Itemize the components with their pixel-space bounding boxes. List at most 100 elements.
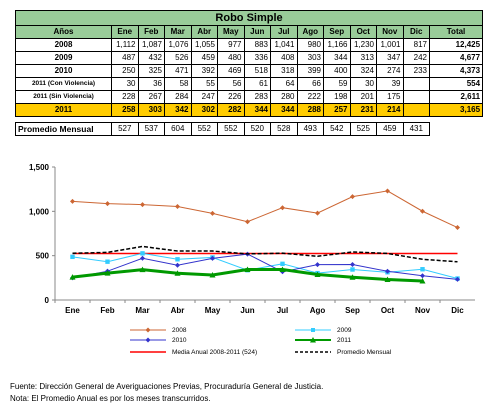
row-label: 2011 (Sin Violencia)	[15, 90, 112, 104]
legend-item: 2008	[130, 326, 186, 334]
row-label: 2011 (Con Violencia)	[15, 77, 112, 91]
table-cell: 980	[296, 38, 324, 52]
column-header: Total	[428, 25, 484, 39]
legend-label: Promedio Mensual	[337, 348, 392, 356]
data-point-2009	[175, 257, 180, 262]
legend-swatch	[295, 328, 331, 332]
table-row: 2011 (Con Violencia) 30 36 58 55 56 61 64 66 59 30…	[15, 77, 484, 91]
table-cell: 233	[402, 64, 430, 78]
column-header: Nov	[376, 25, 404, 39]
average-cell: 542	[323, 122, 351, 136]
row-label: 2011	[15, 103, 112, 117]
table-cell: 324	[349, 64, 377, 78]
legend-item: Promedio Mensual	[295, 348, 391, 356]
table-cell: 64	[270, 77, 298, 91]
x-tick-label: Ene	[65, 306, 80, 315]
note-text: Nota: El Promedio Anual es por los meses…	[10, 394, 211, 403]
x-tick-label: May	[205, 306, 221, 315]
footnotes: Fuente: Dirección General de Averiguacio…	[10, 381, 323, 405]
column-header: Sep	[323, 25, 351, 39]
table-cell	[402, 103, 430, 117]
table-cell: 247	[190, 90, 218, 104]
table-cell: 487	[111, 51, 139, 65]
data-point-2011	[384, 276, 391, 283]
table-cell: 1,112	[111, 38, 139, 52]
table-cell: 1,166	[323, 38, 351, 52]
column-header: Mar	[164, 25, 192, 39]
data-point-2008	[455, 225, 460, 231]
column-header: Oct	[349, 25, 377, 39]
column-header: Feb	[137, 25, 165, 39]
legend-label: 2010	[172, 336, 187, 344]
legend-item: 2010	[130, 336, 186, 344]
row-total: 2,611	[428, 90, 484, 104]
table-cell: 198	[323, 90, 351, 104]
table-cell: 61	[243, 77, 271, 91]
x-tick-label: Ago	[310, 306, 326, 315]
data-point-2009	[280, 261, 285, 267]
table-cell: 55	[190, 77, 218, 91]
legend-label: Media Anual 2008-2011 (524)	[172, 348, 258, 356]
average-cell: 552	[217, 122, 245, 136]
column-header: Dic	[402, 25, 430, 39]
table-cell: 283	[243, 90, 271, 104]
data-point-2011	[279, 266, 286, 272]
series-line-2009	[72, 252, 458, 280]
average-cell: 459	[376, 122, 404, 136]
table-cell: 459	[190, 51, 218, 65]
legend-label: 2008	[172, 326, 187, 334]
x-tick-label: Sep	[345, 306, 360, 315]
y-tick-label: 0	[45, 296, 50, 305]
data-point-2008	[385, 188, 390, 194]
legend-item: 2009	[295, 326, 351, 334]
table-row: 2011 258 303 342 302 282 344 344 288 257 231 214 3,1…	[15, 103, 484, 117]
y-tick-label: 1,500	[29, 163, 50, 172]
legend-swatch	[130, 327, 166, 333]
data-point-2008	[70, 198, 75, 204]
table-cell: 325	[137, 64, 165, 78]
column-header: Jul	[270, 25, 298, 39]
average-label: Promedio Mensual	[15, 122, 112, 136]
table-cell: 302	[190, 103, 218, 117]
data-point-2009	[70, 254, 75, 260]
table-cell: 1,041	[270, 38, 298, 52]
table-cell: 56	[217, 77, 245, 91]
average-cell: 431	[402, 122, 430, 136]
data-point-2008	[210, 210, 215, 216]
table-cell: 1,055	[190, 38, 218, 52]
table-row: 2009 487 432 526 459 480 336 408 303 344 313 347 242…	[15, 51, 484, 65]
series-line-2010	[72, 253, 458, 280]
data-point-2011	[419, 278, 426, 284]
table-cell: 883	[243, 38, 271, 52]
table-cell: 432	[137, 51, 165, 65]
table-row: 2008 1,112 1,087 1,076 1,055 977 883 1,041 980 1,…	[15, 38, 484, 52]
x-tick-label: Feb	[100, 306, 114, 315]
table-cell: 303	[296, 51, 324, 65]
table-cell: 336	[243, 51, 271, 65]
data-point-2011	[69, 274, 76, 280]
x-tick-label: Abr	[171, 306, 185, 315]
data-point-2010	[140, 255, 145, 261]
table-cell: 30	[349, 77, 377, 91]
data-point-2009	[140, 251, 145, 256]
column-header: Ago	[296, 25, 324, 39]
table-cell: 242	[402, 51, 430, 65]
table-cell: 257	[323, 103, 351, 117]
data-point-2010	[420, 273, 425, 279]
table-cell: 1,087	[137, 38, 165, 52]
chart-legend: 2008 2009 2010 2011 Media Anual 2008-2011 (5…	[120, 320, 490, 360]
column-header: Abr	[190, 25, 218, 39]
table-cell: 222	[296, 90, 324, 104]
legend-swatch	[295, 351, 331, 353]
legend-label: 2009	[337, 326, 352, 334]
y-tick-label: 1,000	[29, 207, 50, 216]
line-chart: 0 500 1,000 1,500 Ene Feb Mar Abr May Jun Jul Ago Se…	[29, 163, 475, 315]
average-cell: 537	[137, 122, 165, 136]
data-point-2009	[105, 259, 110, 264]
table-cell: 977	[217, 38, 245, 52]
average-cell: 525	[349, 122, 377, 136]
data-point-2010	[210, 255, 215, 261]
legend-item: 2011	[295, 336, 351, 344]
column-header: May	[217, 25, 245, 39]
data-point-2008	[245, 219, 250, 225]
